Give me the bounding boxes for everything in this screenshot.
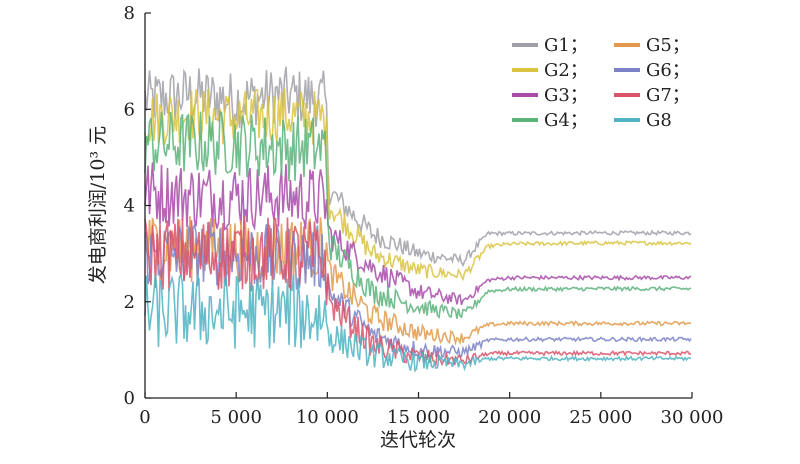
- legend-label-g2: G2；: [544, 60, 588, 81]
- x-tick-label: 25 000: [569, 407, 632, 428]
- series-line-g5: [144, 216, 692, 346]
- series-line-g8: [144, 273, 692, 373]
- x-tick-label: 30 000: [661, 407, 724, 428]
- x-tick-label: 0: [139, 407, 150, 428]
- x-tick-label: 10 000: [296, 407, 359, 428]
- x-tick-label: 15 000: [387, 407, 450, 428]
- legend-label-g6: G6；: [646, 60, 690, 81]
- y-tick-label: 0: [124, 388, 135, 409]
- legend-label-g3: G3；: [544, 85, 588, 106]
- legend-label-g5: G5；: [646, 35, 690, 56]
- series-line-g2: [144, 87, 692, 282]
- x-axis-title: 迭代轮次: [380, 429, 456, 451]
- legend-label-g7: G7；: [646, 85, 690, 106]
- legend-label-g8: G8: [646, 110, 672, 131]
- x-tick-label: 20 000: [478, 407, 541, 428]
- y-tick-label: 4: [124, 196, 135, 217]
- legend: G1； G2； G3； G4； G5； G6； G7； G8: [512, 35, 690, 131]
- y-tick-label: 8: [124, 3, 135, 24]
- y-tick-label: 6: [124, 99, 135, 120]
- x-tick-label: 5 000: [210, 407, 262, 428]
- series-line-g7: [144, 216, 692, 367]
- series-layer: [144, 66, 692, 373]
- y-tick-label: 2: [124, 292, 135, 313]
- legend-label-g4: G4；: [544, 110, 588, 131]
- series-line-g3: [144, 162, 692, 305]
- axes-layer: 0 5 000 10 000 15 000 20 000 25 000 30 000 0 2 4 6…: [124, 3, 724, 428]
- y-axis-title: 发电商利润/10³ 元: [87, 126, 109, 284]
- series-line-g4: [144, 110, 692, 320]
- legend-label-g1: G1；: [544, 35, 588, 56]
